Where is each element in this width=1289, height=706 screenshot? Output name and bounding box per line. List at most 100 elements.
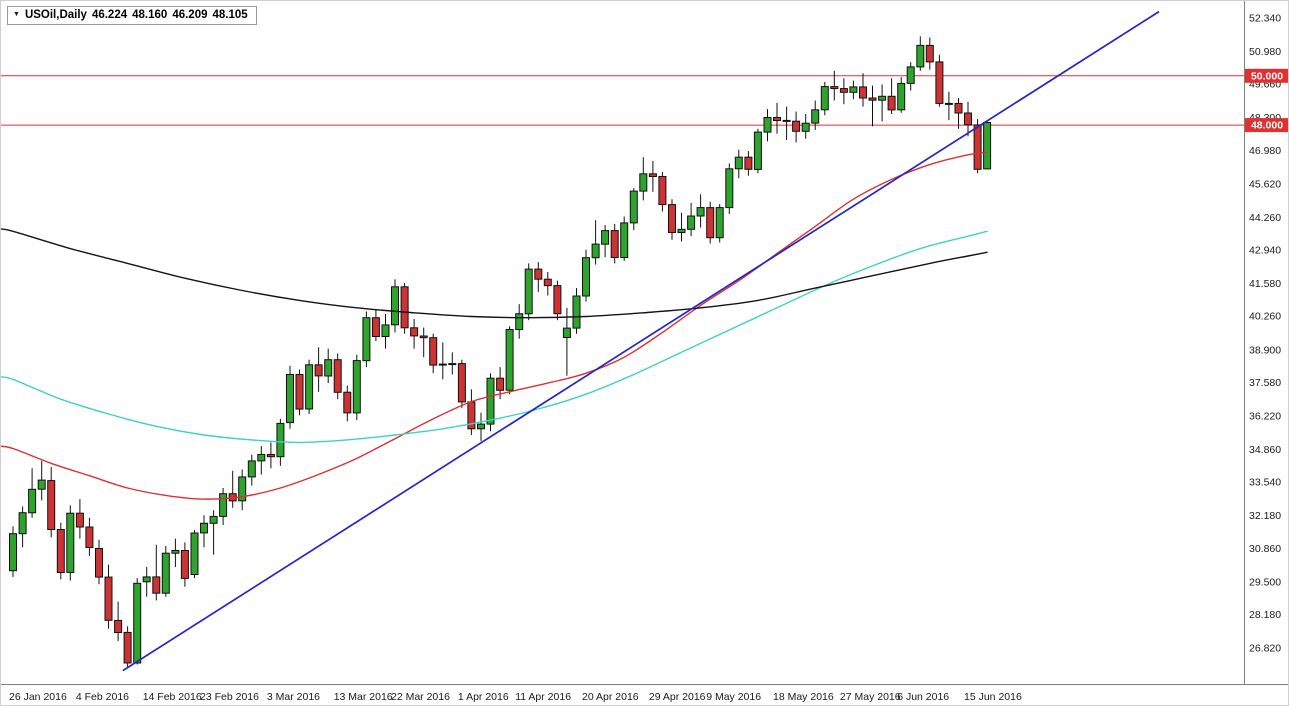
candle-body-down <box>114 619 123 634</box>
price-axis-label: 38.900 <box>1249 344 1281 356</box>
candle-body-down <box>85 526 94 548</box>
candle-body-down <box>429 337 438 366</box>
candle-body-up <box>142 576 151 583</box>
candle-body-up <box>486 377 495 425</box>
candle-body-down <box>773 117 781 121</box>
price-axis-label: 37.580 <box>1249 377 1281 389</box>
time-axis-label: 11 Apr 2016 <box>515 691 571 703</box>
candle-body-up <box>37 479 46 490</box>
quote-close: 48.105 <box>212 9 248 21</box>
candle-body-down <box>782 119 791 122</box>
candle-body-up <box>849 86 858 93</box>
candle-body-up <box>381 324 390 337</box>
candle-body-down <box>706 207 715 239</box>
candle-body-down <box>56 529 65 573</box>
candle-body-down <box>964 112 972 126</box>
candle-body-up <box>878 95 887 101</box>
candle-body-up <box>391 286 399 326</box>
plot-area[interactable] <box>1 10 1244 672</box>
time-axis-label: 23 Feb 2016 <box>200 691 259 703</box>
price-line-badge <box>1245 68 1288 83</box>
candle-body-down <box>266 454 275 458</box>
candle-body-down <box>859 86 867 99</box>
time-axis-label: 27 May 2016 <box>840 691 901 703</box>
time-axis-label: 15 Jun 2016 <box>964 691 1022 703</box>
candle-body-up <box>438 363 447 366</box>
candle-body-up <box>687 215 696 230</box>
candle-body-up <box>515 313 524 331</box>
symbol-dropdown-icon[interactable]: ▼ <box>13 11 20 18</box>
candle-body-up <box>171 550 180 554</box>
time-axis-label: 22 Mar 2016 <box>391 691 450 703</box>
candle-body-up <box>906 66 915 84</box>
price-axis[interactable] <box>1245 1 1289 684</box>
candle-body-down <box>152 576 161 594</box>
candle-body-up <box>763 117 772 133</box>
price-axis-label: 30.860 <box>1249 543 1281 555</box>
candle-body-up <box>734 156 743 170</box>
candle-body-down <box>496 377 505 391</box>
candle-body-up <box>305 364 314 410</box>
candle-body-up <box>897 82 906 111</box>
time-axis[interactable] <box>1 685 1289 706</box>
candle-body-up <box>620 222 629 258</box>
candle-body-up <box>276 422 285 458</box>
candle-body-down <box>47 480 56 531</box>
candle-body-down <box>658 176 667 206</box>
trendline[interactable] <box>122 10 1160 672</box>
price-axis-label: 46.980 <box>1249 145 1281 157</box>
candle-body-up <box>629 190 638 224</box>
candle-body-up <box>219 493 228 517</box>
candle-body-up <box>209 515 218 524</box>
candle-body-up <box>811 109 820 124</box>
time-axis-label: 6 Jun 2016 <box>897 691 949 703</box>
candle-body-down <box>123 631 132 664</box>
candle-body-down <box>343 391 352 414</box>
price-axis-label: 41.580 <box>1249 278 1281 290</box>
candle-body-up <box>448 363 457 366</box>
candle-body-down <box>534 268 543 280</box>
candle-body-up <box>591 243 600 259</box>
time-axis-label: 9 May 2016 <box>706 691 761 703</box>
candle-body-up <box>352 360 361 414</box>
price-axis-label: 33.540 <box>1249 477 1281 489</box>
price-axis-label: 34.860 <box>1249 444 1281 456</box>
candle-body-down <box>830 86 839 90</box>
candle-body-up <box>18 512 27 535</box>
candle-body-down <box>648 173 657 178</box>
candle-body-up <box>247 460 256 478</box>
time-axis-label: 29 Apr 2016 <box>649 691 706 703</box>
candle-body-up <box>28 488 37 514</box>
candle-body-down <box>104 576 113 621</box>
candle-body-down <box>553 285 562 315</box>
candle-body-up <box>582 257 590 297</box>
price-line-badge <box>1245 118 1288 133</box>
candle-body-up <box>801 122 810 132</box>
candle-body-down <box>935 61 944 104</box>
price-axis-label: 44.260 <box>1249 212 1281 224</box>
time-axis-label: 14 Feb 2016 <box>143 691 202 703</box>
candle-body-down <box>887 95 896 111</box>
candle-body-up <box>820 86 829 111</box>
candle-body-down <box>839 88 848 93</box>
candle-body-down <box>792 120 801 132</box>
candle-body-up <box>9 533 17 572</box>
time-axis-label: 13 Mar 2016 <box>334 691 393 703</box>
quote-bar: ▼ USOil,Daily 46.224 48.160 46.209 48.10… <box>7 6 257 25</box>
candle-body-up <box>572 295 581 329</box>
candle-body-up <box>524 268 533 315</box>
candle-body-down <box>925 44 934 63</box>
candle-body-down <box>954 102 963 114</box>
candle-body-up <box>725 168 734 209</box>
candle-body-up <box>286 374 294 424</box>
candle-body-down <box>180 550 189 579</box>
price-axis-label: 45.620 <box>1249 178 1281 190</box>
candle-body-down <box>400 286 409 329</box>
candle-body-down <box>744 156 753 170</box>
price-axis-label: 42.940 <box>1249 245 1281 257</box>
candle-body-up <box>200 522 208 534</box>
candle-body-down <box>973 124 982 170</box>
